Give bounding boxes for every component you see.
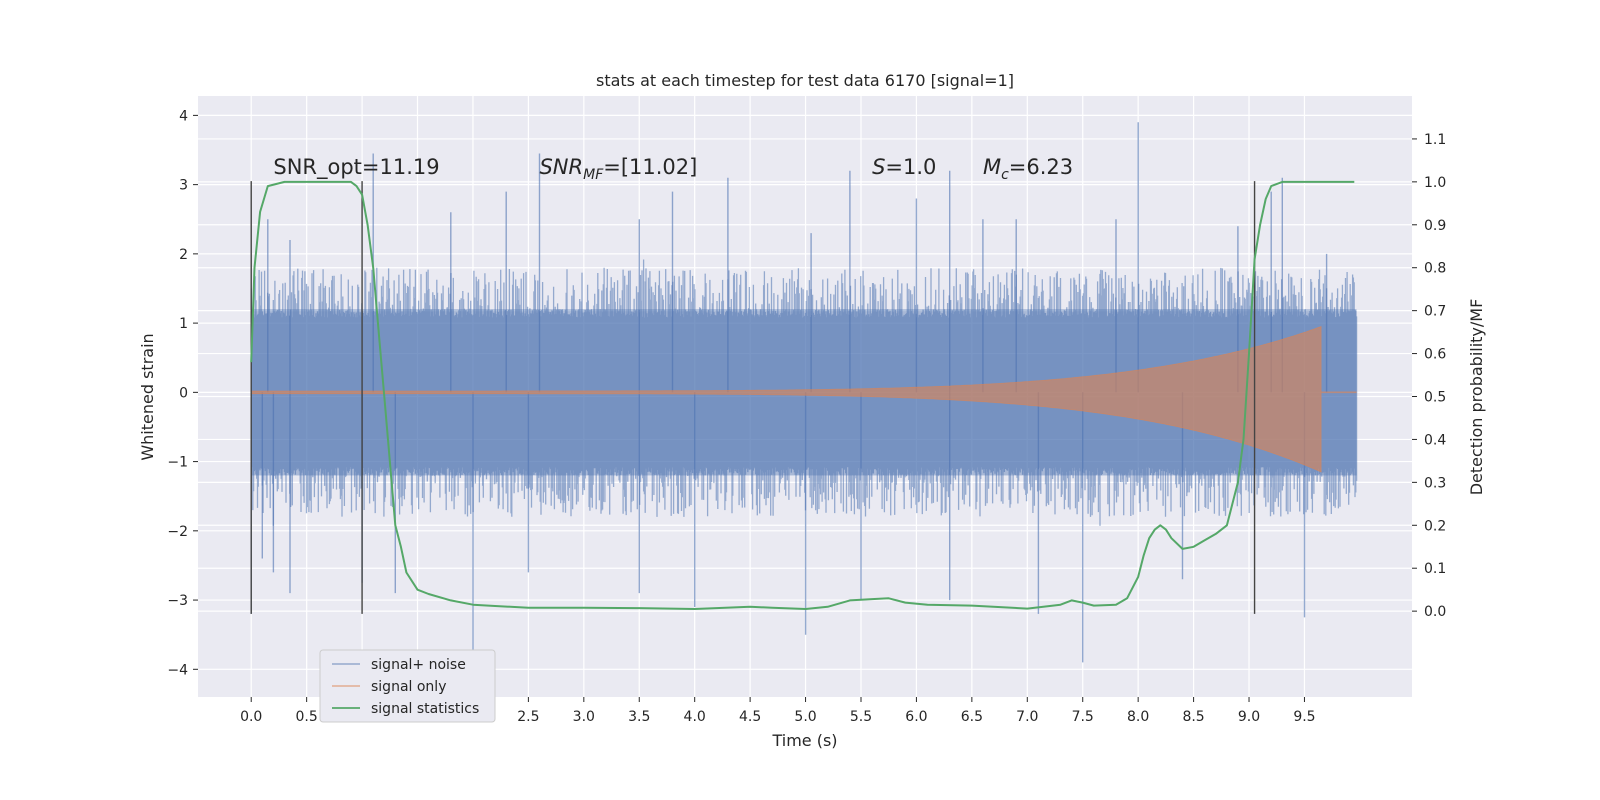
- x-tick-label-17: 8.5: [1182, 709, 1204, 725]
- x-tick-label-13: 6.5: [961, 709, 983, 725]
- y-right-tick-label-8: 0.3: [1424, 475, 1446, 491]
- x-axis-label: Time (s): [771, 731, 837, 750]
- x-tick-label-10: 5.0: [794, 709, 816, 725]
- signal-statistics-line: [250, 180, 1355, 610]
- x-tick-label-6: 3.0: [573, 709, 595, 725]
- y-right-tick-label-6: 0.5: [1424, 390, 1446, 406]
- signal-only-series: [250, 326, 1357, 473]
- legend-label-signal-statistics: signal statistics: [371, 701, 479, 717]
- x-tick-label-19: 9.5: [1293, 709, 1315, 725]
- y-right-tick-label-4: 0.7: [1424, 304, 1446, 320]
- y-tick-label-2: 2: [179, 247, 188, 263]
- chart-title: stats at each timestep for test data 617…: [596, 71, 1014, 90]
- x-tick-label-0: 0.0: [240, 709, 262, 725]
- y-axis-label: Whitened strain: [138, 333, 157, 460]
- signal-statistics-series: [250, 180, 1355, 610]
- y-axis-ticks: 4 3 2 1 0 −1 −2 −3 −4: [167, 108, 198, 678]
- legend: signal+ noise signal only signal statist…: [319, 649, 496, 723]
- x-tick-label-11: 5.5: [850, 709, 872, 725]
- y-tick-label-5: −1: [167, 455, 188, 471]
- legend-label-signal-only: signal only: [371, 679, 446, 695]
- y-tick-label-6: −2: [167, 524, 188, 540]
- x-tick-label-8: 4.0: [684, 709, 706, 725]
- y-right-tick-label-2: 0.9: [1424, 218, 1446, 234]
- annotation-3: Mc=6.23: [983, 155, 1073, 183]
- legend-box: [319, 649, 496, 723]
- y-tick-label-4: 0: [179, 385, 188, 401]
- signal-only-chirp: [250, 326, 1322, 473]
- y-right-tick-label-10: 0.1: [1424, 561, 1446, 577]
- x-tick-label-18: 9.0: [1238, 709, 1260, 725]
- y-tick-label-7: −3: [167, 593, 188, 609]
- y-right-tick-label-0: 1.1: [1424, 132, 1446, 148]
- x-tick-label-15: 7.5: [1072, 709, 1094, 725]
- y-right-tick-label-3: 0.8: [1424, 261, 1446, 277]
- y-right-tick-label-5: 0.6: [1424, 347, 1446, 363]
- annotation-1: SNRMF=[11.02]: [539, 155, 697, 183]
- x-tick-label-16: 8.0: [1127, 709, 1149, 725]
- annotations: SNR_opt=11.19 SNRMF=[11.02] S=1.0 Mc=6.23: [273, 155, 1073, 183]
- y-tick-label-0: 4: [179, 108, 188, 124]
- y-right-axis-label: Detection probability/MF: [1467, 299, 1486, 496]
- x-tick-label-12: 6.0: [905, 709, 927, 725]
- x-tick-label-1: 0.5: [296, 709, 318, 725]
- y-tick-label-8: −4: [167, 662, 188, 678]
- legend-label-signal-noise: signal+ noise: [371, 657, 466, 673]
- y-tick-label-1: 3: [179, 178, 188, 194]
- x-tick-label-14: 7.0: [1016, 709, 1038, 725]
- x-tick-label-7: 3.5: [628, 709, 650, 725]
- x-tick-label-5: 2.5: [517, 709, 539, 725]
- annotation-0: SNR_opt=11.19: [273, 155, 439, 180]
- x-tick-label-9: 4.5: [739, 709, 761, 725]
- y-right-tick-label-9: 0.2: [1424, 518, 1446, 534]
- y-right-tick-label-11: 0.0: [1424, 604, 1446, 620]
- y-tick-label-3: 1: [179, 316, 188, 332]
- y-right-tick-label-7: 0.4: [1424, 432, 1446, 448]
- y-right-tick-label-1: 1.0: [1424, 175, 1446, 191]
- annotation-2: S=1.0: [872, 155, 936, 179]
- y-right-axis-ticks: 1.1 1.0 0.9 0.8 0.7 0.6 0.5 0.4 0.3 0.2 0.1 0.0: [1412, 132, 1446, 620]
